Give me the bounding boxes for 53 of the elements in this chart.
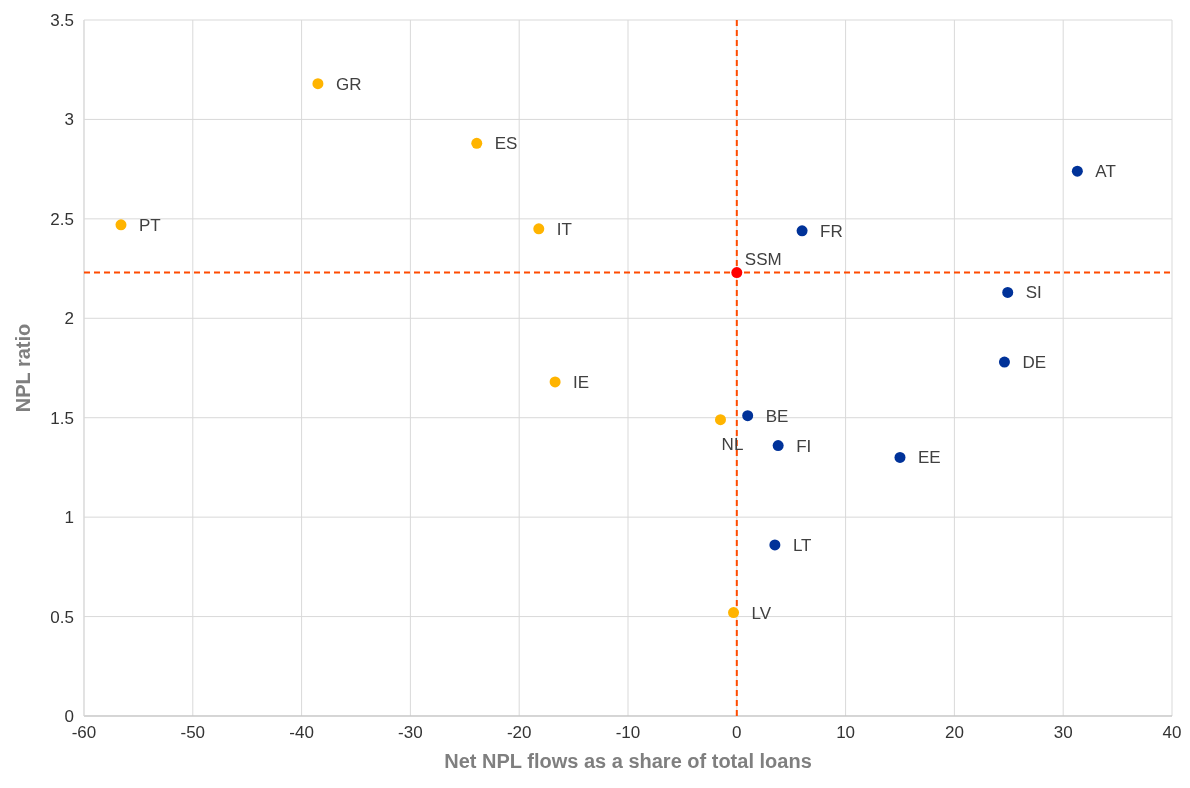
point [1002, 286, 1014, 298]
point [728, 607, 740, 619]
annotation: FR [820, 221, 843, 241]
y-axis-title: NPL ratio [12, 323, 34, 413]
annotation: LT [792, 535, 812, 555]
point [714, 414, 726, 426]
annotation: BE [765, 406, 789, 426]
x-tick-label: 0 [732, 723, 742, 742]
point [731, 267, 743, 279]
x-tick-label: 40 [1162, 723, 1182, 742]
point [894, 451, 906, 463]
annotation: LV [751, 603, 772, 623]
point [769, 539, 781, 551]
x-tick-label: -10 [615, 723, 641, 742]
x-tick-label: -60 [71, 723, 97, 742]
annotation: EE [918, 448, 941, 468]
annotation: PT [138, 215, 161, 235]
x-tick-label: 30 [1053, 723, 1073, 742]
point [742, 410, 754, 422]
annotation: GR [335, 74, 362, 94]
annotation: FI [796, 436, 812, 456]
point [471, 137, 483, 149]
annotation: ES [494, 134, 518, 154]
point [312, 78, 324, 90]
point [549, 376, 561, 388]
point [1071, 165, 1083, 177]
point [533, 223, 545, 235]
x-tick-label: -30 [398, 723, 423, 742]
point [115, 219, 127, 231]
y-tick-label: 1.5 [50, 408, 74, 428]
y-tick-label: 0.5 [50, 607, 74, 627]
x-tick-label: -20 [506, 723, 532, 742]
point [998, 356, 1010, 368]
y-tick-label: 3.5 [50, 11, 74, 30]
annotation: DE [1022, 353, 1047, 373]
point [772, 440, 784, 452]
annotation: NL [721, 434, 744, 454]
y-tick-label: 2.5 [50, 209, 74, 229]
annotation: SSM [744, 249, 782, 269]
x-tick-label: 10 [836, 723, 856, 742]
annotation: AT [1095, 162, 1116, 182]
x-tick-label: 20 [944, 723, 964, 742]
y-tick-label: 2 [64, 309, 74, 329]
point [796, 225, 808, 237]
x-tick-label: -50 [180, 723, 206, 742]
y-tick-label: 3 [64, 110, 74, 130]
y-tick-label: 0 [64, 707, 74, 726]
x-tick-label: -40 [289, 723, 314, 742]
y-tick-label: 1 [64, 508, 74, 528]
x-axis-title: Net NPL flows as a share of total loans [444, 750, 812, 772]
annotation: IT [556, 219, 572, 239]
annotation: SI [1025, 283, 1042, 303]
annotation: IE [573, 372, 590, 392]
